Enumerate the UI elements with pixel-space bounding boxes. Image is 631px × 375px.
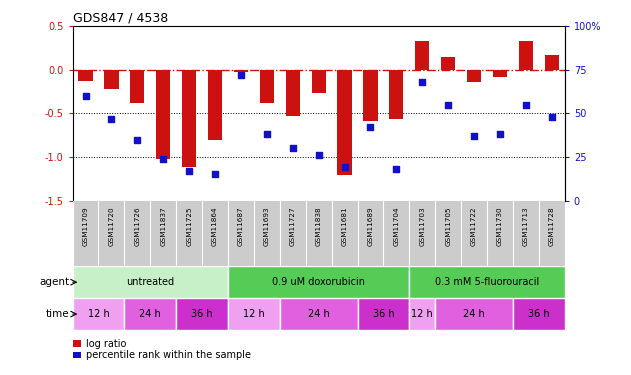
Bar xyxy=(358,298,410,330)
Bar xyxy=(513,298,565,330)
Bar xyxy=(467,70,481,82)
Bar xyxy=(441,57,456,70)
Text: GSM11713: GSM11713 xyxy=(523,206,529,246)
Bar xyxy=(156,70,170,159)
Bar xyxy=(415,41,429,70)
Text: GSM11864: GSM11864 xyxy=(212,206,218,246)
Text: 0.9 uM doxorubicin: 0.9 uM doxorubicin xyxy=(272,277,365,287)
Text: GSM11689: GSM11689 xyxy=(367,206,374,246)
Bar xyxy=(124,298,176,330)
Text: 12 h: 12 h xyxy=(88,309,109,319)
Point xyxy=(521,102,531,108)
Text: GSM11704: GSM11704 xyxy=(393,206,399,246)
Bar xyxy=(182,70,196,168)
Bar xyxy=(260,70,274,103)
Text: untreated: untreated xyxy=(126,277,174,287)
Text: GSM11725: GSM11725 xyxy=(186,206,192,246)
Bar xyxy=(73,266,228,298)
Text: 36 h: 36 h xyxy=(528,309,550,319)
Point xyxy=(133,136,143,142)
Bar xyxy=(130,70,144,103)
Point xyxy=(236,72,246,78)
Text: GSM11728: GSM11728 xyxy=(549,206,555,246)
Point xyxy=(365,124,375,130)
Text: GSM11681: GSM11681 xyxy=(341,206,348,246)
Point xyxy=(391,166,401,172)
Bar xyxy=(73,298,124,330)
Bar xyxy=(410,266,565,298)
Point xyxy=(210,171,220,177)
Text: agent: agent xyxy=(39,277,69,287)
Bar xyxy=(104,70,119,89)
Text: 36 h: 36 h xyxy=(191,309,213,319)
Point xyxy=(81,93,91,99)
Text: GSM11709: GSM11709 xyxy=(83,206,88,246)
Point xyxy=(469,133,479,139)
Bar xyxy=(228,266,410,298)
Text: log ratio: log ratio xyxy=(86,339,126,349)
Text: 24 h: 24 h xyxy=(139,309,161,319)
Point xyxy=(314,152,324,158)
Text: GSM11703: GSM11703 xyxy=(419,206,425,246)
Bar xyxy=(78,70,93,81)
Bar xyxy=(312,70,326,93)
Text: GSM11705: GSM11705 xyxy=(445,206,451,246)
Bar xyxy=(519,41,533,70)
Text: GDS847 / 4538: GDS847 / 4538 xyxy=(73,11,168,24)
Text: 24 h: 24 h xyxy=(308,309,329,319)
Text: GSM11837: GSM11837 xyxy=(160,206,166,246)
Bar xyxy=(228,298,280,330)
Point xyxy=(339,165,350,171)
Text: GSM11687: GSM11687 xyxy=(238,206,244,246)
Text: 36 h: 36 h xyxy=(372,309,394,319)
Text: time: time xyxy=(46,309,69,319)
Point xyxy=(184,168,194,174)
Text: 12 h: 12 h xyxy=(243,309,265,319)
Text: 0.3 mM 5-fluorouracil: 0.3 mM 5-fluorouracil xyxy=(435,277,539,287)
Bar xyxy=(208,70,222,140)
Bar xyxy=(338,70,351,176)
Point xyxy=(262,131,272,137)
Bar xyxy=(176,298,228,330)
Bar xyxy=(410,298,435,330)
Point xyxy=(417,79,427,85)
Text: 24 h: 24 h xyxy=(463,309,485,319)
Point xyxy=(107,116,117,122)
Text: GSM11727: GSM11727 xyxy=(290,206,296,246)
Point xyxy=(158,156,168,162)
Bar xyxy=(389,70,403,118)
Bar xyxy=(286,70,300,116)
Bar xyxy=(493,70,507,77)
Bar xyxy=(234,70,248,72)
Point xyxy=(546,114,557,120)
Text: GSM11730: GSM11730 xyxy=(497,206,503,246)
Text: 12 h: 12 h xyxy=(411,309,433,319)
Bar xyxy=(280,298,358,330)
Text: percentile rank within the sample: percentile rank within the sample xyxy=(86,350,251,360)
Bar xyxy=(545,55,559,70)
Point xyxy=(443,102,453,108)
Point xyxy=(495,131,505,137)
Text: GSM11693: GSM11693 xyxy=(264,206,270,246)
Point xyxy=(288,146,298,152)
Text: GSM11720: GSM11720 xyxy=(109,206,114,246)
Bar xyxy=(435,298,513,330)
Bar xyxy=(363,70,377,121)
Text: GSM11726: GSM11726 xyxy=(134,206,140,246)
Text: GSM11838: GSM11838 xyxy=(316,206,322,246)
Text: GSM11722: GSM11722 xyxy=(471,206,477,246)
